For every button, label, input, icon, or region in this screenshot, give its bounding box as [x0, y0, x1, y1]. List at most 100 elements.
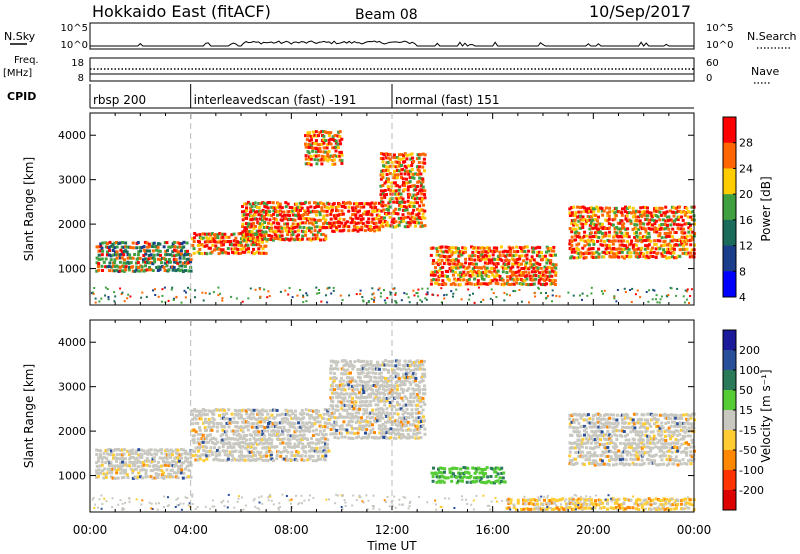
echo-cell [192, 251, 196, 255]
echo-cell [400, 380, 403, 384]
echo-cell [438, 475, 442, 479]
echo-cell [268, 295, 271, 297]
echo-cell [212, 412, 216, 416]
echo-cell [190, 409, 194, 413]
echo-cell [349, 371, 352, 375]
echo-cell [392, 176, 396, 180]
echo-cell [95, 471, 99, 475]
echo-cell [493, 277, 497, 281]
echo-cell [403, 363, 407, 367]
echo-cell [635, 227, 638, 231]
echo-cell [250, 425, 254, 429]
echo-cell [575, 498, 579, 502]
echo-cell [643, 227, 647, 231]
echo-cell [374, 380, 378, 384]
echo-cell [453, 283, 457, 287]
echo-cell [333, 139, 337, 142]
echo-cell [115, 471, 119, 475]
echo-cell [680, 242, 684, 246]
echo-cell [103, 467, 107, 471]
echo-cell [108, 471, 112, 475]
echo-cell [102, 260, 106, 264]
echo-cell [347, 412, 351, 416]
echo-cell [410, 435, 414, 439]
echo-cell [387, 377, 390, 380]
echo-cell [481, 472, 485, 476]
echo-cell [204, 232, 207, 236]
echo-cell [252, 422, 256, 426]
echo-cell [347, 375, 351, 379]
echo-cell [205, 434, 209, 437]
echo-cell [239, 237, 243, 241]
echo-cell [121, 460, 125, 464]
echo-cell [165, 264, 169, 268]
echo-cell [536, 269, 540, 273]
echo-cell [461, 479, 464, 483]
echo-cell [386, 415, 390, 419]
echo-cell [174, 249, 178, 253]
echo-cell [450, 290, 453, 293]
echo-cell [298, 209, 302, 212]
echo-cell [485, 480, 489, 484]
echo-cell [304, 426, 308, 429]
echo-cell [248, 458, 252, 462]
echo-cell [684, 289, 687, 292]
echo-cell [403, 395, 407, 399]
echo-cell [345, 408, 349, 412]
echo-cell [478, 471, 482, 475]
echo-cell [254, 446, 258, 450]
echo-cell [449, 282, 453, 286]
echo-cell [649, 248, 653, 252]
echo-cell [409, 423, 412, 427]
echo-cell [475, 250, 479, 254]
echo-cell [338, 130, 342, 134]
echo-cell [385, 363, 389, 367]
echo-cell [147, 268, 151, 272]
echo-cell [362, 359, 366, 363]
echo-cell [155, 467, 159, 471]
echo-cell [602, 234, 606, 238]
echo-cell [387, 211, 391, 215]
echo-cell [128, 464, 132, 468]
echo-cell [588, 499, 592, 502]
echo-cell [147, 257, 151, 261]
echo-cell [327, 286, 330, 289]
echo-cell [658, 247, 662, 251]
echo-cell [592, 210, 596, 214]
echo-cell [169, 448, 173, 452]
echo-cell [327, 150, 331, 153]
echo-cell [496, 258, 500, 261]
echo-cell [196, 250, 200, 254]
echo-cell [429, 253, 433, 257]
echo-cell [234, 449, 238, 453]
echo-cell [596, 209, 600, 213]
echo-cell [421, 400, 425, 404]
echo-cell [216, 246, 220, 250]
echo-cell [331, 415, 334, 419]
echo-cell [555, 506, 559, 510]
echo-cell [329, 396, 333, 400]
echo-cell [606, 507, 609, 511]
echo-cell [372, 206, 376, 210]
echo-cell [525, 507, 529, 511]
echo-cell [392, 221, 396, 224]
echo-cell [593, 251, 597, 255]
echo-cell [336, 392, 340, 396]
echo-cell [658, 210, 662, 214]
echo-cell [620, 211, 624, 215]
echo-cell [511, 277, 515, 281]
echo-cell [674, 243, 678, 247]
echo-cell [282, 428, 286, 432]
echo-cell [200, 445, 203, 449]
echo-cell [547, 249, 551, 253]
echo-cell [544, 270, 548, 274]
echo-cell [360, 360, 364, 363]
echo-cell [250, 237, 254, 241]
echo-cell [134, 452, 138, 456]
echo-cell [604, 218, 608, 222]
echo-cell [392, 420, 396, 424]
echo-cell [182, 256, 186, 260]
echo-cell [527, 283, 531, 287]
echo-cell [189, 456, 193, 460]
echo-cell [577, 248, 581, 252]
